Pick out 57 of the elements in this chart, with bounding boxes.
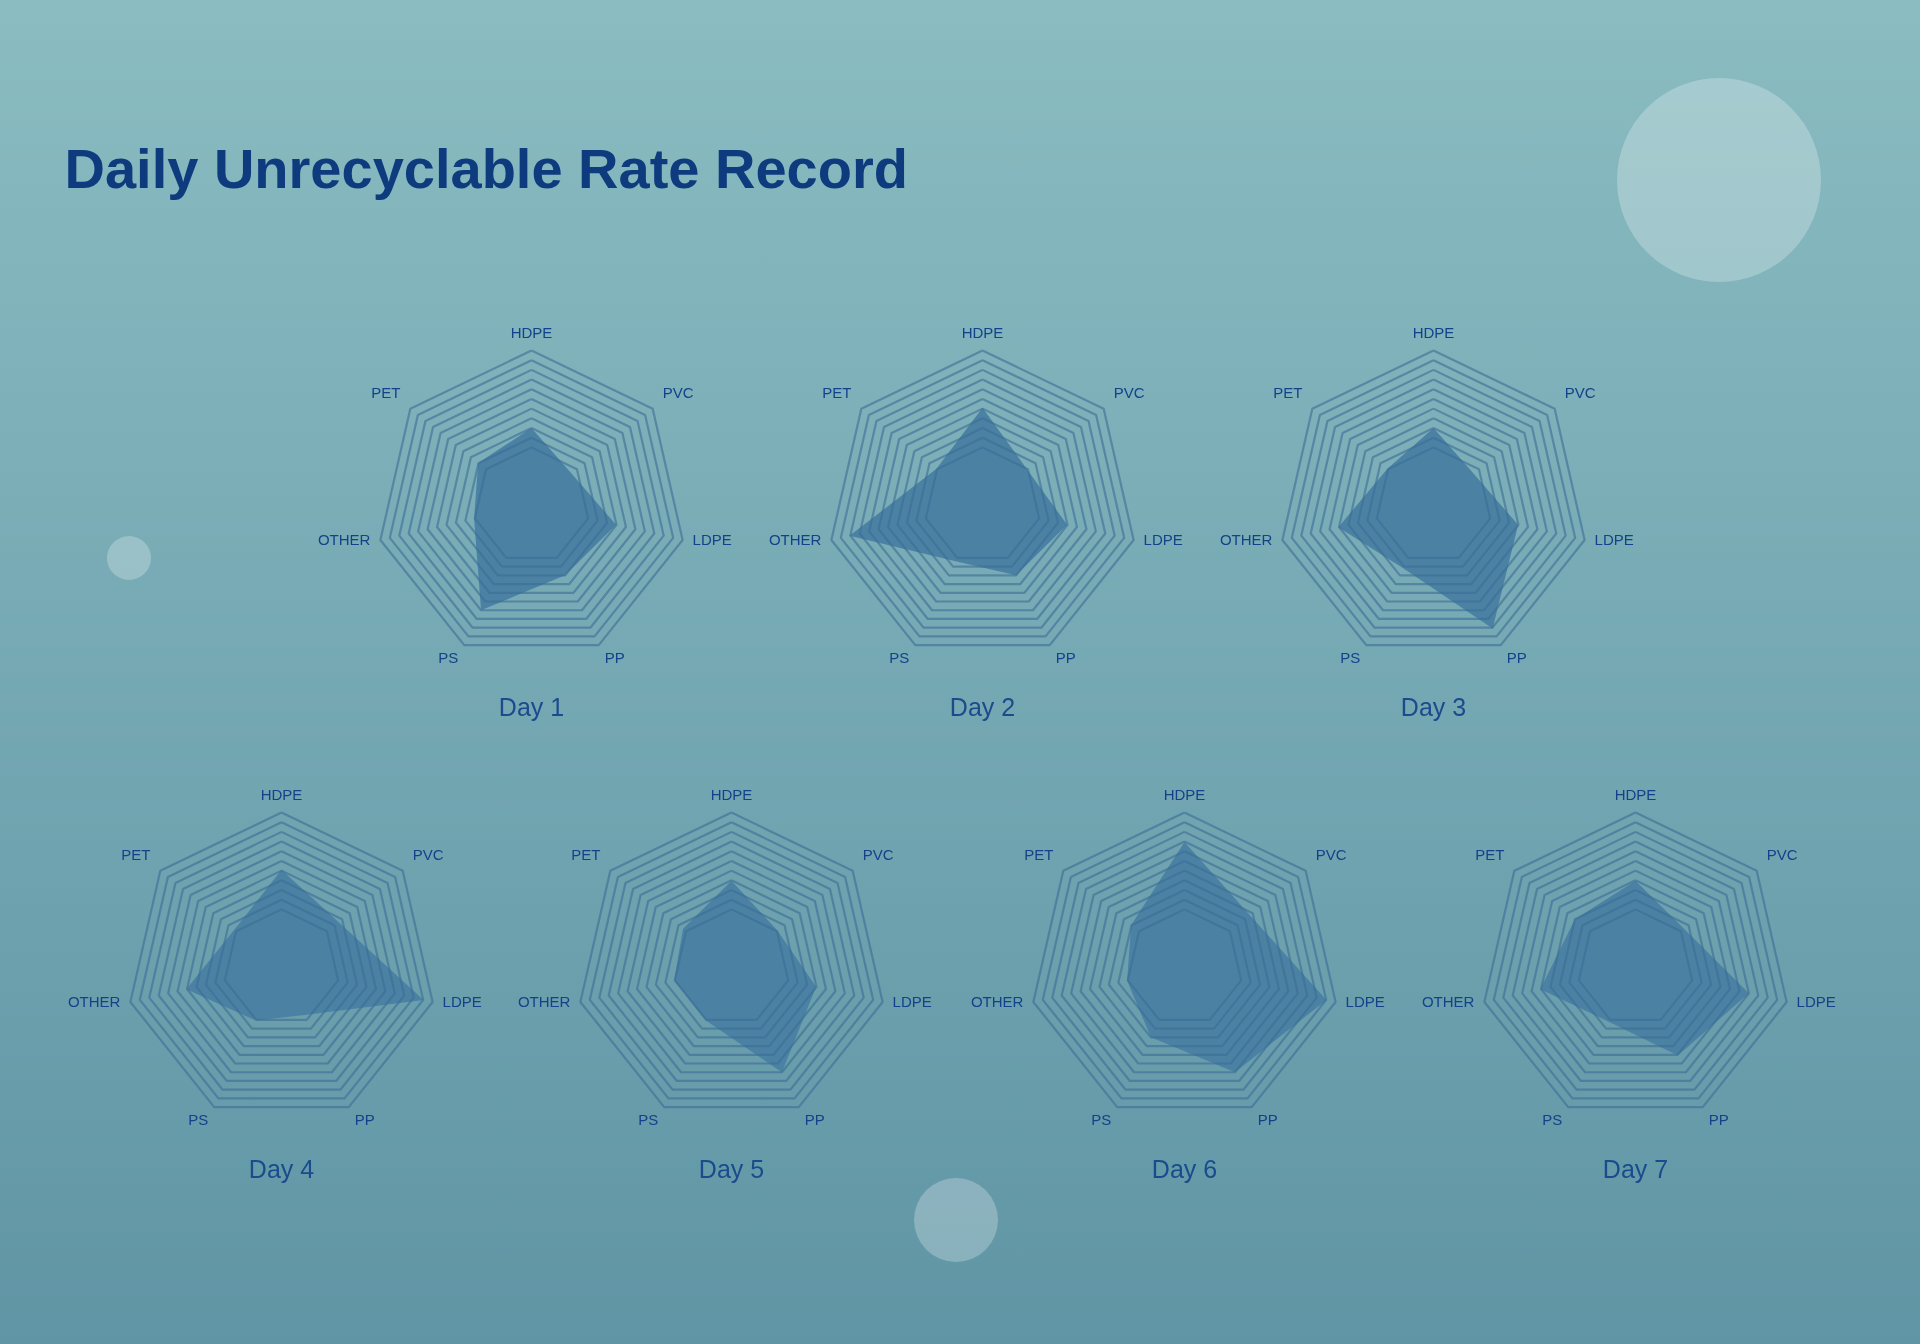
spoke-label: OTHER	[768, 531, 822, 549]
spoke-label: LDPE	[1345, 993, 1385, 1011]
spoke-label: PP	[1257, 1111, 1278, 1129]
spoke-label: HDPE	[710, 785, 753, 803]
spoke-label: PET	[822, 383, 852, 401]
spoke-label: PP	[354, 1111, 375, 1129]
spoke-label: PS	[438, 649, 459, 667]
text: Day 4	[248, 1155, 315, 1183]
text: Day 7	[1602, 1155, 1669, 1183]
text: Day 1	[498, 693, 565, 721]
spoke-label: LDPE	[1143, 531, 1183, 549]
text: Day 3	[1400, 693, 1467, 721]
spoke-label: PVC	[862, 845, 894, 863]
spoke-label: HDPE	[1412, 323, 1455, 341]
spoke-label: PET	[121, 845, 151, 863]
text: Day 6	[1151, 1155, 1218, 1183]
spoke-label: PP	[604, 649, 625, 667]
spoke-label: PET	[1273, 383, 1303, 401]
text: Day 2	[949, 693, 1016, 721]
spoke-label: OTHER	[1421, 993, 1475, 1011]
spoke-label: PP	[804, 1111, 825, 1129]
spoke-label: PS	[188, 1111, 209, 1129]
spoke-label: HDPE	[1614, 785, 1657, 803]
spoke-label: PP	[1708, 1111, 1729, 1129]
spoke-label: OTHER	[317, 531, 371, 549]
spoke-label: OTHER	[67, 993, 121, 1011]
spoke-label: PVC	[1766, 845, 1798, 863]
spoke-label: PVC	[1315, 845, 1347, 863]
spoke-label: LDPE	[692, 531, 732, 549]
spoke-label: OTHER	[1219, 531, 1273, 549]
text: Day 5	[698, 1155, 765, 1183]
spoke-label: PVC	[1564, 383, 1596, 401]
spoke-label: PS	[638, 1111, 659, 1129]
spoke-label: PS	[889, 649, 910, 667]
spoke-label: PP	[1506, 649, 1527, 667]
spoke-label: OTHER	[517, 993, 571, 1011]
chart-title: Daily Unrecyclable Rate Record	[64, 137, 908, 200]
spoke-label: PS	[1091, 1111, 1112, 1129]
spoke-label: LDPE	[1796, 993, 1836, 1011]
spoke-label: PS	[1542, 1111, 1563, 1129]
spoke-label: LDPE	[892, 993, 932, 1011]
spoke-label: PVC	[1113, 383, 1145, 401]
spoke-label: HDPE	[260, 785, 303, 803]
spoke-label: HDPE	[961, 323, 1004, 341]
spoke-label: PP	[1055, 649, 1076, 667]
spoke-label: PS	[1340, 649, 1361, 667]
spoke-label: LDPE	[442, 993, 482, 1011]
spoke-label: LDPE	[1594, 531, 1634, 549]
spoke-label: OTHER	[970, 993, 1024, 1011]
spoke-label: PET	[571, 845, 601, 863]
spoke-label: HDPE	[1163, 785, 1206, 803]
spoke-label: PVC	[662, 383, 694, 401]
spoke-label: PET	[1024, 845, 1054, 863]
spoke-label: HDPE	[510, 323, 553, 341]
spoke-label: PET	[1475, 845, 1505, 863]
spoke-label: PVC	[412, 845, 444, 863]
spoke-label: PET	[371, 383, 401, 401]
